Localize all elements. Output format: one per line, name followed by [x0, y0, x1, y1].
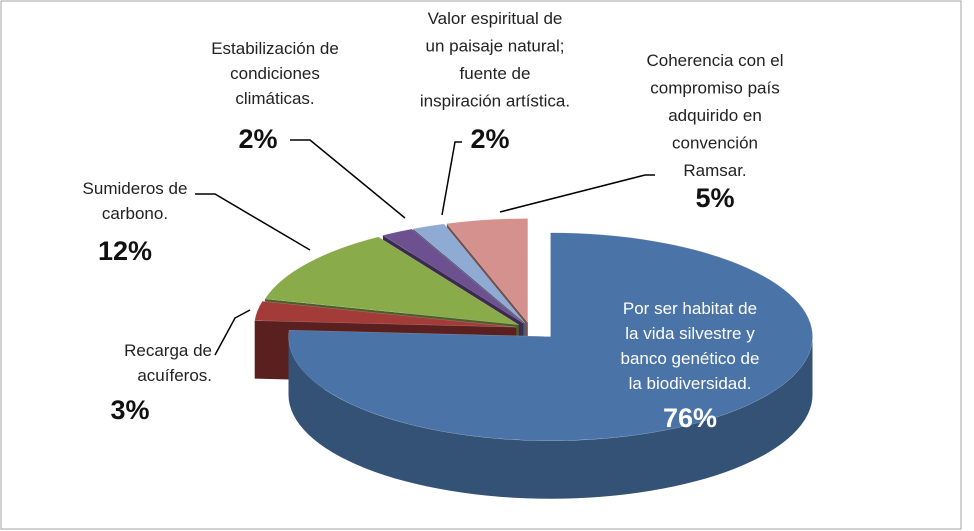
leader-line	[195, 193, 311, 251]
slice-label: Recarga de acuíferos.	[124, 341, 212, 385]
slice-label-line: adquirido en	[668, 106, 762, 125]
slice-label-line: acuíferos.	[137, 366, 212, 385]
slice-label: Coherencia con el compromiso país adquirid…	[646, 51, 783, 180]
slice-label: Valor espiritual de un paisaje natural; fu…	[420, 9, 570, 111]
slice-value-label: 3%	[110, 395, 149, 425]
slice	[412, 223, 526, 324]
slice-label-line: Ramsar.	[683, 161, 746, 180]
slice	[446, 218, 529, 324]
slice-label-line: compromiso país	[650, 79, 779, 98]
slice	[254, 301, 517, 328]
slice-label-line: Recarga de	[124, 341, 212, 360]
slice	[288, 232, 813, 441]
slice-label-line: un paisaje natural;	[426, 37, 565, 56]
slice	[382, 228, 524, 324]
slice-label-line: Estabilización de	[211, 39, 339, 58]
slice-value-label: 2%	[238, 124, 277, 154]
slice	[264, 236, 519, 325]
slice-label-line: condiciones	[230, 64, 320, 83]
slice-label: Estabilización de condiciones climáticas.	[211, 39, 339, 108]
leader-line	[290, 139, 406, 219]
slice-label-line: fuente de	[460, 64, 531, 83]
slice-label-line: carbono.	[102, 204, 168, 223]
slice-label: Sumideros de carbono.	[83, 179, 188, 223]
slice-value-label: 76%	[663, 403, 717, 433]
slice-label-line: Por ser habitat de	[623, 299, 757, 318]
leader-line	[499, 174, 655, 213]
slice-label-line: Valor espiritual de	[428, 9, 563, 28]
slice-label-line: la biodiversidad.	[629, 374, 752, 393]
slice-label-line: convención	[672, 134, 758, 153]
slice-label-line: inspiración artística.	[420, 92, 570, 111]
slice-label: Por ser habitat de la vida silvestre y ban…	[621, 299, 760, 393]
slice-value-label: 5%	[695, 183, 734, 213]
slice-label-line: Coherencia con el	[646, 51, 783, 70]
leader-line	[441, 141, 462, 216]
slice-label-line: climáticas.	[235, 89, 314, 108]
slice-value-label: 12%	[98, 236, 152, 266]
slice-value-label: 2%	[470, 124, 509, 154]
leader-line	[214, 309, 251, 356]
slice-label-line: Sumideros de	[83, 179, 188, 198]
slice-side	[288, 336, 813, 499]
slice-label-line: la vida silvestre y	[625, 324, 755, 343]
slice-label-line: banco genético de	[621, 349, 760, 368]
